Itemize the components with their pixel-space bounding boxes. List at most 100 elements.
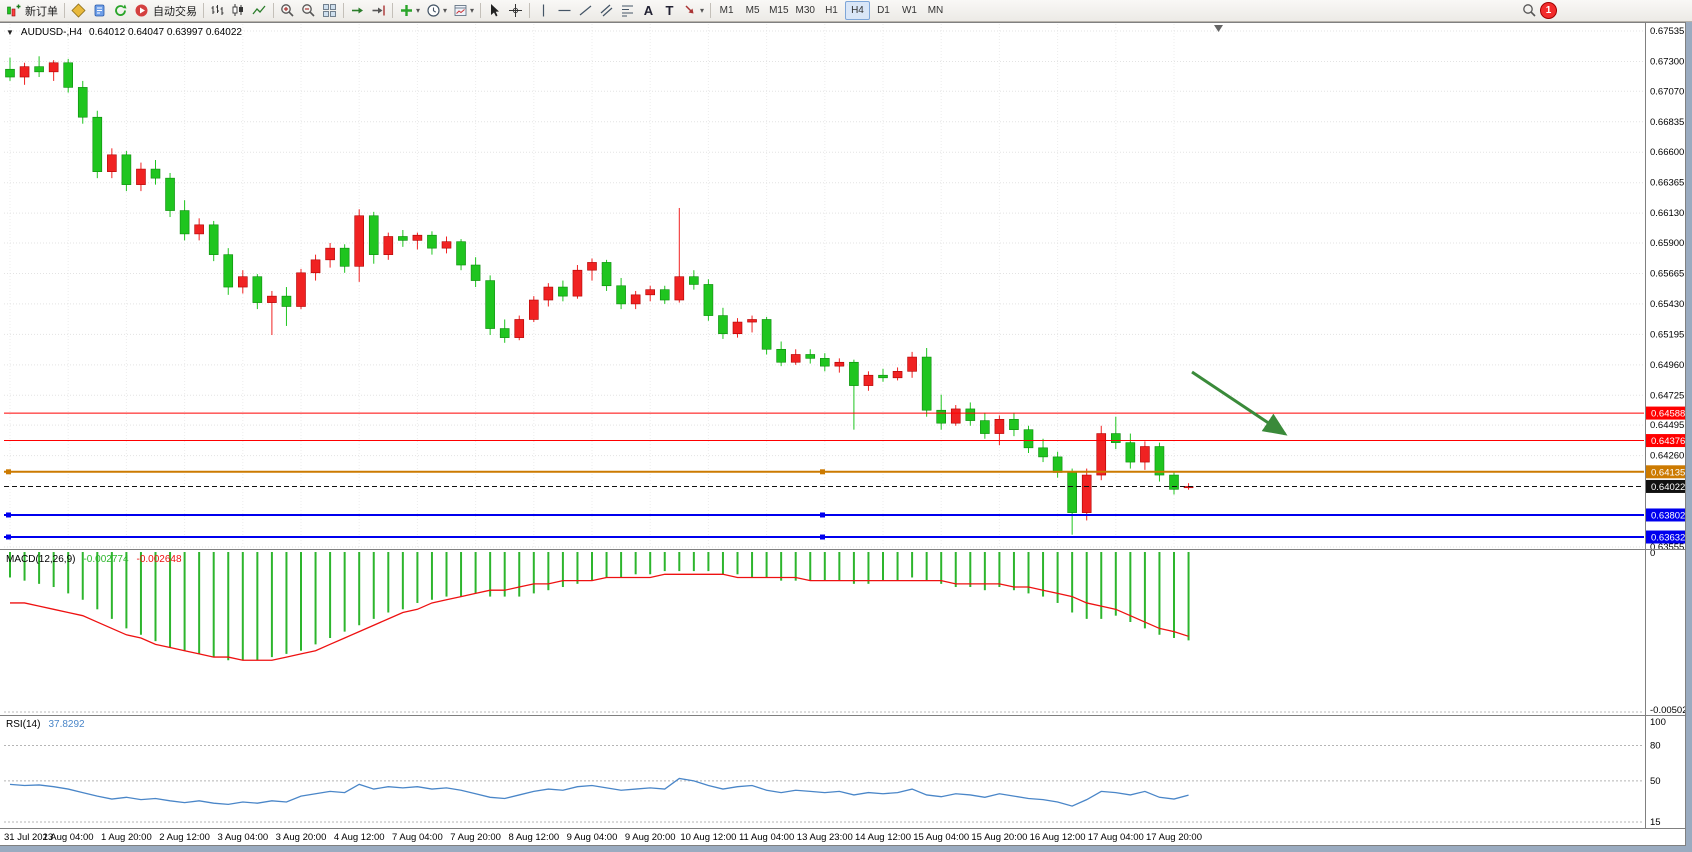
template-chart-icon xyxy=(454,5,467,16)
horizontal-level-lines[interactable] xyxy=(4,412,1644,540)
chart-ohlc: 0.64012 0.64047 0.63997 0.64022 xyxy=(89,27,242,38)
svg-text:9 Aug 20:00: 9 Aug 20:00 xyxy=(625,832,676,843)
chart-shift-icon xyxy=(372,5,385,16)
chart-shift-button[interactable] xyxy=(368,1,389,20)
channel-tool-button[interactable] xyxy=(596,1,617,20)
fibonacci-icon xyxy=(622,5,634,17)
timeframe-button-w1[interactable]: W1 xyxy=(897,1,922,20)
indicators-button[interactable]: ▾ xyxy=(396,1,423,20)
search-button[interactable] xyxy=(1519,1,1540,20)
macd-name: MACD(12,26,9) xyxy=(6,554,76,565)
svg-text:2 Aug 12:00: 2 Aug 12:00 xyxy=(159,832,210,843)
refresh-icon xyxy=(115,4,127,16)
candlestick-mode-button[interactable] xyxy=(228,1,249,20)
line-chart-icon xyxy=(252,5,266,15)
svg-text:A: A xyxy=(644,3,654,18)
rsi-value: 37.8292 xyxy=(48,719,85,730)
timeframe-button-h4[interactable]: H4 xyxy=(844,1,870,20)
svg-text:15 Aug 20:00: 15 Aug 20:00 xyxy=(971,832,1027,843)
notification-badge[interactable]: 1 xyxy=(1540,2,1557,19)
svg-text:4 Aug 12:00: 4 Aug 12:00 xyxy=(334,832,385,843)
vertical-line-tool-button[interactable] xyxy=(533,1,554,20)
svg-text:1 Aug 04:00: 1 Aug 04:00 xyxy=(43,832,94,843)
svg-text:14 Aug 12:00: 14 Aug 12:00 xyxy=(855,832,911,843)
toolbar-separator xyxy=(392,3,393,18)
rsi-panel xyxy=(4,745,1644,823)
label-tool-button[interactable]: T xyxy=(659,1,680,20)
svg-text:0.65900: 0.65900 xyxy=(1650,238,1684,249)
svg-text:3 Aug 04:00: 3 Aug 04:00 xyxy=(217,832,268,843)
svg-text:0.64725: 0.64725 xyxy=(1650,390,1684,401)
svg-text:0.63802: 0.63802 xyxy=(1651,510,1685,521)
toolbar-separator xyxy=(710,3,712,18)
rsi-name: RSI(14) xyxy=(6,719,41,730)
svg-text:7 Aug 04:00: 7 Aug 04:00 xyxy=(392,832,443,843)
zoom-out-button[interactable] xyxy=(298,1,319,20)
text-tool-button[interactable]: A xyxy=(638,1,659,20)
timeframe-button-m15[interactable]: M15 xyxy=(766,1,791,20)
svg-text:0.64588: 0.64588 xyxy=(1651,409,1685,420)
price-badge xyxy=(1645,530,1686,544)
svg-text:0.64376: 0.64376 xyxy=(1651,436,1685,447)
vertical-line-icon xyxy=(542,4,545,17)
text-a-icon: A xyxy=(644,3,654,18)
refresh-button[interactable] xyxy=(110,1,131,20)
auto-scroll-icon xyxy=(352,7,363,14)
toolbar-separator xyxy=(273,3,274,18)
crosshair-tool-button[interactable] xyxy=(505,1,526,20)
new-order-button[interactable]: 新订单 xyxy=(3,1,61,20)
tile-windows-icon xyxy=(323,4,336,17)
svg-text:0.65665: 0.65665 xyxy=(1650,268,1684,279)
dropdown-caret-icon: ▾ xyxy=(443,6,448,15)
scripts-icon xyxy=(94,4,105,17)
timeframe-button-h1[interactable]: H1 xyxy=(819,1,844,20)
price-chart[interactable]: 0.67535 0.67300 0.67070 0.66835 0.66600 0.663… xyxy=(0,22,1686,846)
expert-advisors-button[interactable] xyxy=(68,1,89,20)
svg-text:1 Aug 20:00: 1 Aug 20:00 xyxy=(101,832,152,843)
arrows-tool-button[interactable]: ▾ xyxy=(680,1,707,20)
svg-text:9 Aug 04:00: 9 Aug 04:00 xyxy=(567,832,618,843)
tile-windows-button[interactable] xyxy=(319,1,340,20)
search-icon xyxy=(1523,4,1536,17)
svg-text:15: 15 xyxy=(1650,817,1661,828)
svg-text:0.65430: 0.65430 xyxy=(1650,299,1684,310)
dropdown-caret-icon: ▾ xyxy=(470,6,475,15)
timeframe-button-m1[interactable]: M1 xyxy=(714,1,739,20)
trend-arrow-annotation[interactable] xyxy=(1191,370,1288,436)
new-order-icon xyxy=(7,4,21,17)
cursor-icon xyxy=(491,4,500,17)
chart-symbol-period: AUDUSD-,H4 xyxy=(20,27,83,38)
scripts-button[interactable] xyxy=(89,1,110,20)
one-click-trading-toggle[interactable]: ▼ xyxy=(6,28,14,37)
chart-shift-marker[interactable] xyxy=(1214,25,1223,32)
auto-trading-button[interactable]: 自动交易 xyxy=(131,1,200,20)
macd-label: MACD(12,26,9) -0.002774 -0.002648 xyxy=(6,554,182,565)
fibonacci-tool-button[interactable] xyxy=(617,1,638,20)
dropdown-caret-icon: ▾ xyxy=(416,6,421,15)
text-t-icon: T xyxy=(666,3,674,18)
bar-chart-mode-button[interactable] xyxy=(207,1,228,20)
timeframe-button-m30[interactable]: M30 xyxy=(793,1,818,20)
toolbar-separator xyxy=(343,3,344,18)
chart-background xyxy=(0,22,1686,846)
periods-button[interactable]: ▾ xyxy=(423,1,450,20)
line-chart-mode-button[interactable] xyxy=(249,1,270,20)
horizontal-line-tool-button[interactable] xyxy=(554,1,575,20)
price-axis[interactable]: 0.67535 0.67300 0.67070 0.66835 0.66600 0.663… xyxy=(1645,26,1687,828)
svg-text:8 Aug 12:00: 8 Aug 12:00 xyxy=(508,832,559,843)
timeframe-button-m5[interactable]: M5 xyxy=(740,1,765,20)
macd-panel xyxy=(4,552,1644,713)
svg-text:0.66365: 0.66365 xyxy=(1650,178,1684,189)
auto-scroll-button[interactable] xyxy=(347,1,368,20)
zoom-in-button[interactable] xyxy=(277,1,298,20)
timeframe-button-mn[interactable]: MN xyxy=(923,1,948,20)
templates-button[interactable]: ▾ xyxy=(450,1,477,20)
timeframe-button-d1[interactable]: D1 xyxy=(871,1,896,20)
trendline-tool-button[interactable] xyxy=(575,1,596,20)
svg-text:0.65195: 0.65195 xyxy=(1650,329,1684,340)
cursor-tool-button[interactable] xyxy=(484,1,505,20)
svg-text:100: 100 xyxy=(1650,717,1666,728)
chart-title: ▼ AUDUSD-,H4 0.64012 0.64047 0.63997 0.6… xyxy=(6,27,242,38)
candlestick-icon xyxy=(232,4,243,16)
